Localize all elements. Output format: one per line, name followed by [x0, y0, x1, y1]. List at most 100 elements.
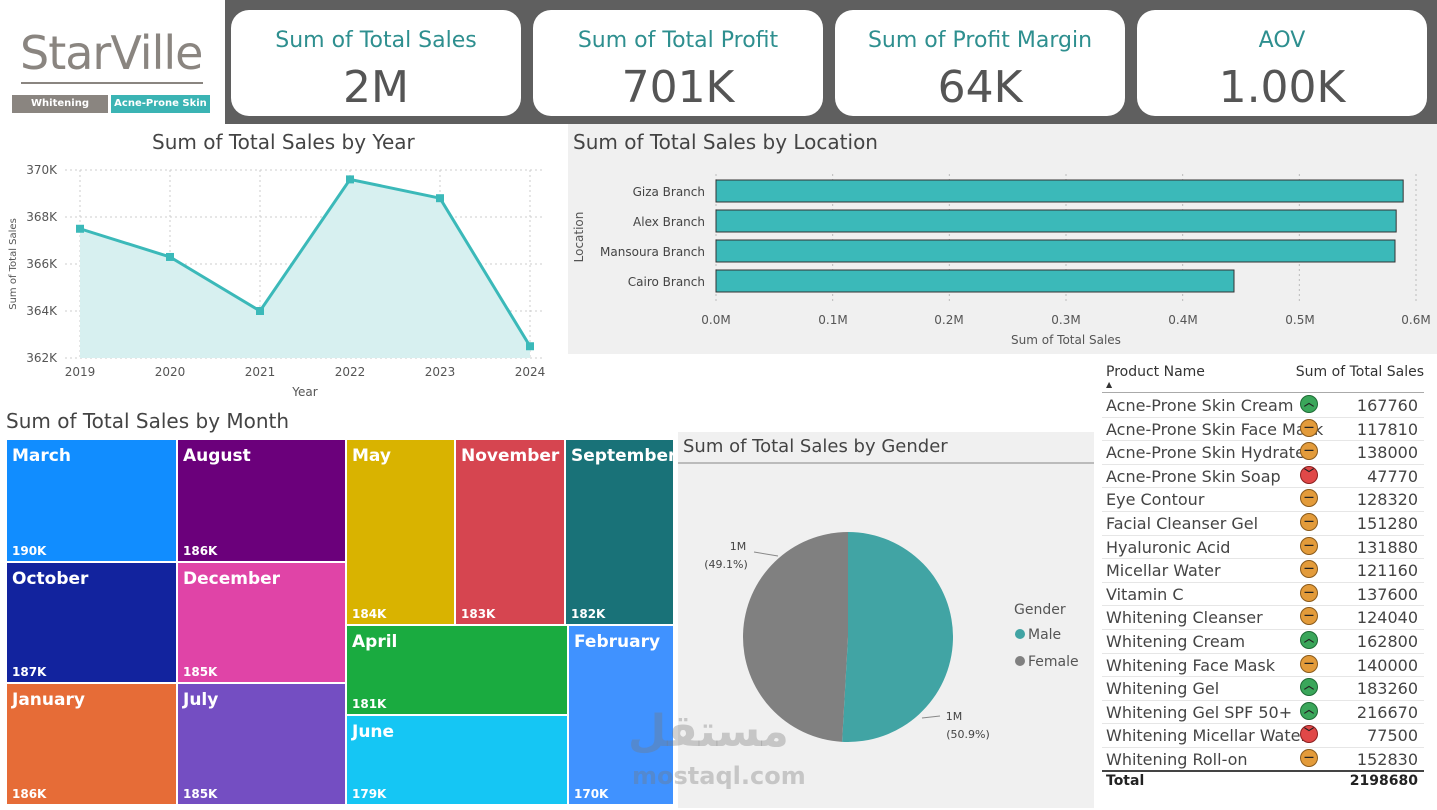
gender-title-divider [678, 462, 1094, 464]
product-sales-cell: 138000 [1356, 443, 1418, 463]
location-chart-svg: Giza Branch Alex Branch Mansoura Branch … [572, 174, 1431, 347]
brand-logo: StarVille Whitening Acne-Prone Skin [0, 0, 225, 122]
pie-slice-female[interactable] [743, 532, 848, 742]
product-sales-cell: 167760 [1356, 396, 1418, 415]
year-data-point[interactable] [346, 175, 354, 184]
table-row[interactable]: Whitening Cleanser — 124040 [1102, 605, 1424, 630]
treemap-month-label: March [12, 446, 71, 466]
treemap-cell-november[interactable]: November 183K [455, 439, 565, 625]
treemap-month-label: June [352, 722, 395, 742]
loc-x-tick: 0.2M [934, 313, 963, 327]
gender-legend-title: Gender [1014, 602, 1066, 618]
table-row[interactable]: Whitening Roll-on — 152830 [1102, 747, 1424, 772]
pie-slice-male[interactable] [842, 532, 954, 742]
table-row[interactable]: Whitening Gel SPF 50+ ︿ 216670 [1102, 700, 1424, 725]
product-sales-cell: 77500 [1367, 726, 1418, 746]
kpi-title: AOV [1258, 28, 1306, 53]
table-row[interactable]: Whitening Gel ︿ 183260 [1102, 676, 1424, 701]
treemap-cell-october[interactable]: October 187K [6, 562, 177, 683]
year-data-point[interactable] [436, 194, 444, 203]
table-row[interactable]: Hyaluronic Acid — 131880 [1102, 535, 1424, 560]
loc-bar[interactable] [715, 269, 1235, 293]
loc-bar[interactable] [715, 179, 1404, 203]
year-x-tick: 2023 [425, 365, 456, 379]
kpi-card-total-sales[interactable]: Sum of Total Sales 2M [231, 10, 521, 116]
treemap-cell-june[interactable]: June 179K [346, 715, 568, 805]
kpi-neutral-icon: — [1300, 654, 1318, 673]
treemap-cell-january[interactable]: January 186K [6, 683, 177, 805]
loc-bar[interactable] [715, 239, 1396, 263]
kpi-card-profit-margin[interactable]: Sum of Profit Margin 64K [835, 10, 1125, 116]
col-header-product-name[interactable]: Product Name [1106, 364, 1205, 380]
loc-x-tick: 0.0M [701, 313, 730, 327]
table-row[interactable]: Eye Contour — 128320 [1102, 487, 1424, 512]
col-header-total-sales[interactable]: Sum of Total Sales [1295, 364, 1424, 380]
product-table[interactable]: Product Name ▲ Sum of Total Sales Acne-P… [1102, 360, 1432, 800]
kpi-neutral-icon: — [1300, 513, 1318, 531]
year-x-tick: 2021 [245, 365, 276, 379]
table-row[interactable]: Whitening Micellar Water ﹀ 77500 [1102, 723, 1424, 748]
loc-bar[interactable] [715, 209, 1397, 233]
watermark-latin: mostaql.com [632, 762, 806, 790]
table-row[interactable]: Acne-Prone Skin Hydrate — 138000 [1102, 440, 1424, 465]
legend-label-male[interactable]: Male [1028, 627, 1061, 643]
legend-dot-female [1015, 656, 1025, 666]
product-name-cell: Hyaluronic Acid [1106, 537, 1231, 557]
loc-cat-label: Giza Branch [633, 185, 705, 199]
product-sales-cell: 121160 [1356, 561, 1418, 581]
year-data-point[interactable] [166, 252, 174, 261]
table-row[interactable]: Whitening Cream ︿ 162800 [1102, 629, 1424, 654]
treemap-month-label: April [352, 632, 398, 652]
kpi-neutral-icon: — [1300, 536, 1318, 555]
gender-chart-panel[interactable]: Sum of Total Sales by Gender 1M (49.1%) … [678, 432, 1094, 808]
product-sales-cell: 140000 [1356, 655, 1418, 675]
kpi-up-icon: ︿ [1300, 395, 1318, 413]
location-chart-panel[interactable]: Sum of Total Sales by Location Giza Bran… [568, 124, 1437, 354]
kpi-value: 2M [343, 62, 409, 113]
year-x-tick: 2020 [155, 365, 186, 379]
treemap-cell-september[interactable]: September 182K [565, 439, 674, 625]
logo-underline [21, 82, 203, 84]
table-row[interactable]: Acne-Prone Skin Soap ﹀ 47770 [1102, 464, 1424, 489]
kpi-card-aov[interactable]: AOV 1.00K [1137, 10, 1427, 116]
loc-x-tick: 0.1M [818, 313, 847, 327]
legend-dot-male [1015, 629, 1025, 639]
year-chart-panel[interactable]: Sum of Total Sales by Year 370K 368K 366… [0, 124, 560, 404]
treemap-cell-december[interactable]: December 185K [177, 562, 346, 683]
treemap-value-label: 186K [12, 787, 47, 801]
kpi-value: 701K [621, 62, 735, 113]
treemap-month-label: November [461, 446, 560, 466]
legend-label-female[interactable]: Female [1028, 654, 1079, 670]
kpi-card-total-profit[interactable]: Sum of Total Profit 701K [533, 10, 823, 116]
treemap-value-label: 170K [574, 787, 609, 801]
product-name-cell: Acne-Prone Skin Face Mask [1106, 419, 1324, 439]
sort-arrow-icon[interactable]: ▲ [1106, 380, 1113, 389]
kpi-neutral-icon: — [1300, 607, 1318, 626]
product-sales-cell: 47770 [1367, 466, 1418, 486]
logo-tag-whitening: Whitening [12, 95, 108, 113]
table-row[interactable]: Whitening Face Mask — 140000 [1102, 653, 1424, 678]
female-leader-line [753, 551, 779, 557]
year-data-point[interactable] [526, 342, 534, 351]
treemap-month-label: January [12, 690, 85, 710]
treemap-value-label: 190K [12, 544, 47, 558]
treemap-cell-february[interactable]: February 170K [568, 625, 674, 805]
month-treemap[interactable]: March 190K October 187K January 186K Aug… [6, 439, 674, 805]
treemap-month-label: February [574, 632, 661, 652]
year-data-point[interactable] [256, 307, 264, 315]
table-row[interactable]: Acne-Prone Skin Cream ︿ 167760 [1102, 393, 1424, 418]
treemap-cell-may[interactable]: May 184K [346, 439, 455, 625]
table-row[interactable]: Vitamin C — 137600 [1102, 582, 1424, 607]
year-data-point[interactable] [76, 224, 84, 233]
table-row[interactable]: Facial Cleanser Gel — 151280 [1102, 511, 1424, 536]
treemap-cell-july[interactable]: July 185K [177, 683, 346, 805]
year-y-tick: 370K [26, 163, 58, 177]
table-row[interactable]: Acne-Prone Skin Face Mask — 117810 [1102, 417, 1424, 442]
treemap-cell-april[interactable]: April 181K [346, 625, 568, 715]
table-row[interactable]: Micellar Water — 121160 [1102, 558, 1424, 583]
kpi-value: 64K [937, 62, 1023, 113]
year-y-tick: 366K [26, 257, 58, 271]
treemap-cell-august[interactable]: August 186K [177, 439, 346, 562]
treemap-cell-march[interactable]: March 190K [6, 439, 177, 562]
product-name-cell: Whitening Micellar Water [1106, 726, 1308, 746]
